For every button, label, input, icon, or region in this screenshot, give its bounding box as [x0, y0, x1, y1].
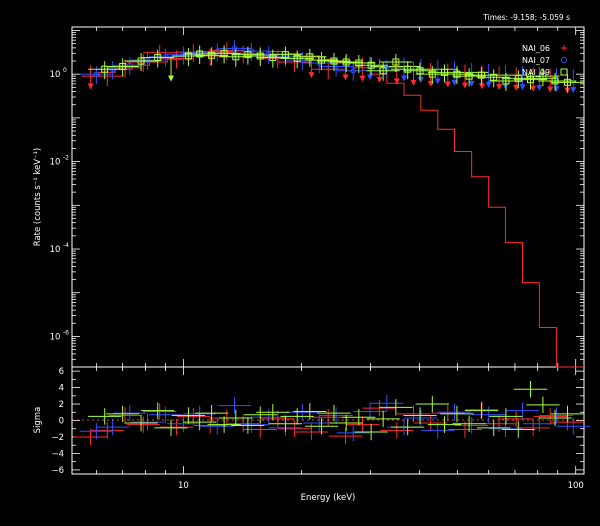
data-points [79, 40, 585, 94]
legend: NAI_06 NAI_07 NAI_09 [522, 44, 568, 77]
upper-limit-arrow [367, 74, 374, 81]
legend-label: NAI_06 [522, 44, 550, 53]
resid-y-tick-label: 4 [59, 384, 64, 394]
y-tick-exponent: 0 [63, 67, 67, 74]
data-marker [453, 70, 461, 78]
upper-limit-arrow [308, 72, 315, 79]
upper-limit-arrow [168, 75, 175, 82]
axis-ticks [72, 27, 584, 474]
data-marker [231, 45, 238, 52]
legend-label: NAI_07 [522, 56, 550, 65]
data-marker [162, 54, 169, 60]
data-marker [93, 71, 100, 77]
data-marker [127, 62, 133, 68]
data-marker [350, 68, 356, 74]
y-tick-label: 10 [50, 70, 61, 80]
x-tick-label: 100 [568, 481, 584, 491]
resid-y-tick-label: 2 [59, 400, 64, 410]
data-marker [293, 54, 301, 62]
upper-limit-arrow [502, 83, 509, 90]
resid-y-tick-label: −4 [51, 449, 64, 459]
resid-y-tick-label: −2 [51, 433, 64, 443]
y-tick-exponent: -4 [63, 242, 69, 249]
data-marker [184, 52, 192, 60]
y-tick-label: 10 [50, 245, 61, 255]
data-marker [318, 56, 326, 64]
data-marker [428, 70, 436, 78]
upper-limit-arrow [479, 83, 486, 90]
data-marker [355, 59, 363, 67]
data-marker [119, 62, 127, 70]
y-tick-label: 10 [50, 332, 61, 342]
upper-limit-arrow [536, 84, 543, 91]
y-tick-label: 10 [50, 158, 61, 168]
data-marker [208, 51, 216, 59]
upper-limit-arrow [444, 81, 451, 88]
x-axis-label: Energy (keV) [301, 493, 356, 503]
times-label: Times: -9.158; -5.059 s [482, 13, 570, 22]
model-step-nai_06 [81, 50, 584, 368]
upper-limit-arrow [461, 82, 468, 89]
upper-limit-arrow [400, 75, 407, 82]
data-marker [404, 65, 412, 73]
data-marker [256, 52, 264, 60]
data-marker [392, 58, 400, 66]
resid-y-tick-label: 0 [59, 417, 64, 427]
data-marker [379, 67, 387, 75]
data-marker [490, 73, 498, 81]
upper-limit-arrow [87, 83, 94, 90]
data-marker [101, 65, 109, 73]
data-marker [477, 71, 485, 79]
data-marker [281, 51, 289, 59]
upper-limit-arrow [553, 86, 560, 93]
upper-limit-arrow [496, 84, 503, 91]
data-marker [441, 68, 449, 76]
upper-limit-arrow [519, 84, 526, 91]
data-marker [563, 78, 571, 86]
upper-limit-arrow [417, 76, 424, 83]
y-axis-label-spectrum: Rate (counts s⁻¹ keV⁻¹) [33, 148, 43, 247]
y-tick-exponent: -6 [63, 329, 69, 336]
data-marker [465, 72, 473, 80]
legend-marker [560, 68, 568, 76]
resid-y-tick-label: 6 [59, 367, 64, 377]
data-marker [342, 58, 350, 66]
model-curves [81, 50, 584, 368]
x-tick-label: 10 [178, 481, 189, 491]
data-marker [330, 57, 338, 65]
resid-y-tick-label: −6 [51, 466, 64, 476]
upper-limit-arrow [570, 87, 577, 94]
data-marker [154, 54, 162, 62]
data-marker [551, 77, 559, 85]
upper-limit-arrow [342, 74, 349, 81]
data-marker [232, 53, 240, 61]
data-marker [137, 57, 145, 65]
upper-limit-arrow [393, 78, 400, 85]
upper-limit-arrow [513, 84, 520, 91]
legend-label: NAI_09 [522, 68, 550, 77]
data-marker [244, 51, 252, 59]
upper-limit-arrow [547, 86, 554, 93]
upper-limit-arrow [376, 76, 383, 83]
upper-limit-arrow [485, 81, 492, 88]
data-marker [539, 72, 547, 80]
data-marker [196, 50, 204, 58]
upper-limit-arrow [410, 79, 417, 86]
data-marker [367, 61, 375, 69]
upper-limit-arrow [451, 79, 458, 86]
residual-points [73, 380, 590, 446]
y-tick-exponent: -2 [63, 155, 69, 162]
upper-limit-arrow [359, 75, 366, 82]
y-axis-label-residuals: Sigma [33, 407, 43, 434]
data-marker [514, 74, 522, 82]
legend-marker [561, 57, 567, 63]
upper-limit-arrow [468, 80, 475, 87]
upper-limit-arrow [530, 85, 537, 92]
upper-limit-arrow [427, 80, 434, 87]
upper-limit-arrow [434, 78, 441, 85]
